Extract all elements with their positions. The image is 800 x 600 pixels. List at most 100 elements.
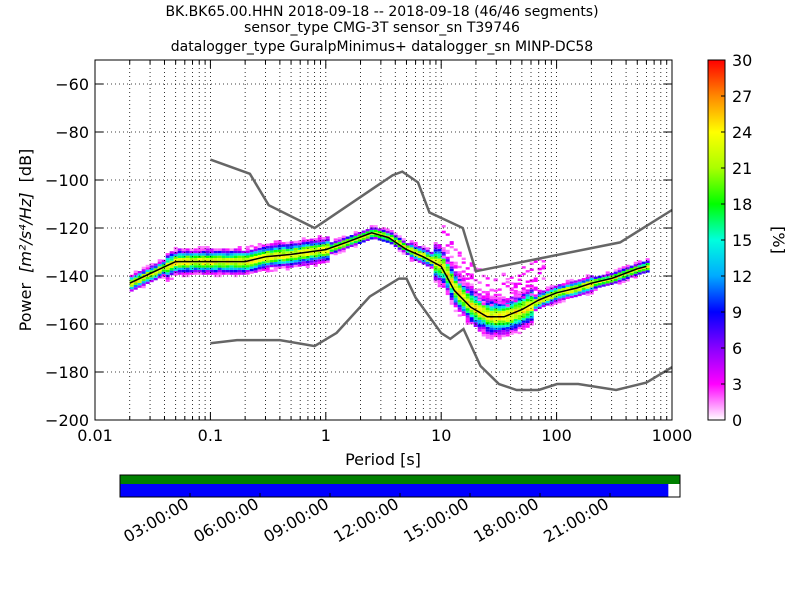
histogram-cell	[613, 274, 618, 277]
histogram-cell	[225, 265, 230, 268]
histogram-cell	[401, 242, 406, 246]
histogram-cell	[565, 279, 570, 283]
histogram-cell	[505, 326, 510, 330]
histogram-cell	[129, 277, 134, 280]
y-tick-label: −140	[45, 267, 89, 286]
histogram-cell	[593, 286, 598, 289]
histogram-cell	[329, 249, 334, 252]
histogram-cell	[225, 267, 230, 270]
histogram-cell	[185, 258, 190, 261]
histogram-cell	[181, 248, 186, 251]
histogram-cell	[465, 298, 470, 301]
histogram-cell	[437, 268, 442, 271]
histogram-cell	[233, 265, 238, 268]
histogram-cell	[209, 265, 214, 268]
histogram-cell	[205, 270, 210, 273]
histogram-cell	[193, 248, 198, 251]
histogram-cell	[565, 291, 570, 295]
histogram-cell	[421, 257, 426, 260]
histogram-cell	[249, 244, 254, 248]
nhnm-line	[209, 158, 673, 273]
histogram-cell	[437, 265, 442, 269]
histogram-cell	[149, 277, 154, 280]
histogram-cell	[641, 271, 646, 274]
histogram-cell	[265, 270, 270, 273]
histogram-cell	[285, 248, 290, 252]
histogram-cell	[541, 297, 546, 300]
histogram-cell	[477, 307, 482, 311]
histogram-cell	[317, 254, 322, 257]
histogram-cell	[517, 317, 522, 320]
histogram-cell	[245, 269, 250, 273]
histogram-cell	[605, 283, 610, 286]
histogram-cell	[521, 308, 526, 311]
histogram-cell	[437, 284, 442, 288]
histogram-cell	[489, 308, 494, 311]
histogram-cell	[629, 268, 634, 271]
histogram-cell	[449, 278, 454, 281]
histogram-cell	[537, 292, 542, 295]
histogram-cell	[457, 304, 462, 308]
histogram-cell	[141, 266, 146, 270]
histogram-cell	[241, 267, 246, 270]
histogram-cell	[245, 257, 250, 261]
histogram-cell	[237, 258, 242, 261]
histogram-cell	[349, 235, 354, 238]
histogram-cell	[453, 295, 458, 298]
histogram-cell	[433, 266, 438, 269]
histogram-cell	[497, 308, 502, 311]
histogram-cell	[425, 252, 430, 255]
histogram-cell	[237, 267, 242, 270]
histogram-cell	[589, 280, 594, 283]
histogram-cell	[449, 300, 454, 303]
histogram-cell	[449, 290, 454, 293]
histogram-cell	[217, 258, 222, 261]
histogram-cell	[569, 281, 574, 284]
histogram-cell	[505, 319, 510, 323]
histogram-cell	[509, 315, 514, 319]
histogram-cell	[621, 280, 626, 283]
histogram-cell	[529, 318, 534, 321]
histogram-cell	[273, 266, 278, 270]
histogram-cell	[173, 249, 178, 252]
histogram-cell	[521, 266, 526, 269]
histogram-cell	[509, 308, 514, 311]
histogram-cell	[549, 304, 554, 307]
histogram-cell	[477, 312, 482, 315]
histogram-cell	[577, 291, 582, 294]
histogram-cell	[589, 289, 594, 293]
histogram-cell	[485, 295, 490, 298]
histogram-cell	[425, 254, 430, 257]
histogram-cell	[509, 303, 514, 307]
histogram-cell	[289, 260, 294, 263]
histogram-cell	[609, 272, 614, 276]
histogram-cell	[293, 248, 298, 251]
histogram-cell	[481, 317, 486, 320]
histogram-cell	[285, 244, 290, 247]
histogram-cell	[489, 296, 494, 300]
histogram-cell	[165, 255, 170, 258]
histogram-cell	[241, 253, 246, 256]
histogram-cell	[277, 264, 282, 267]
histogram-cell	[249, 268, 254, 272]
histogram-cell	[481, 297, 486, 300]
histogram-cell	[477, 314, 482, 318]
histogram-cell	[641, 268, 646, 272]
histogram-cell	[253, 268, 258, 271]
histogram-cell	[409, 249, 414, 253]
histogram-cell	[437, 275, 442, 278]
histogram-cell	[477, 317, 482, 320]
histogram-cell	[581, 290, 586, 293]
histogram-cell	[149, 267, 154, 271]
histogram-cell	[269, 257, 274, 260]
histogram-cell	[225, 270, 230, 273]
histogram-cell	[613, 269, 618, 272]
histogram-cell	[429, 251, 434, 255]
histogram-cell	[441, 263, 446, 267]
histogram-cell	[561, 295, 566, 298]
histogram-cell	[385, 238, 390, 241]
histogram-cell	[305, 265, 310, 268]
histogram-cell	[201, 258, 206, 261]
title-line-3: datalogger_type GuralpMinimus+ datalogge…	[171, 39, 593, 55]
histogram-cell	[521, 306, 526, 309]
